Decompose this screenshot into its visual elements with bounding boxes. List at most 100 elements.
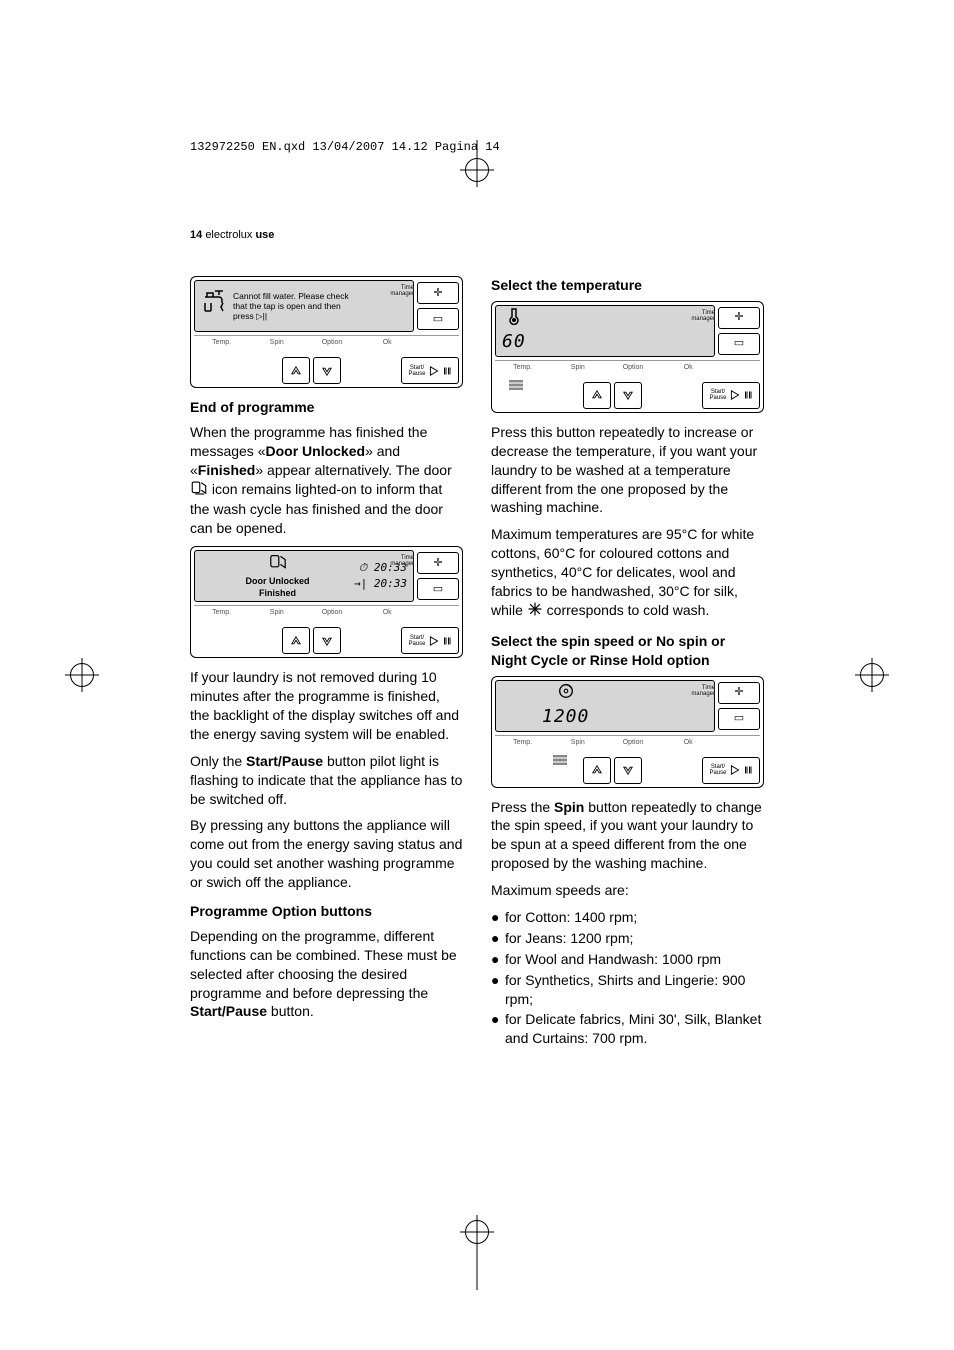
lcd-panel-spin: 1200 Time manager ✛ ▭ Temp. Spin Option [491, 676, 764, 788]
panel-label-row: Temp. Spin Option Ok [495, 360, 760, 382]
lcd-panel-temperature: 60 Time manager ✛ ▭ Temp. Spin Option [491, 301, 764, 413]
temp-label: Temp. [495, 361, 550, 382]
time-manager-minus-button[interactable]: ▭ [718, 333, 760, 355]
lcd-spin-value: 1200 [542, 705, 589, 729]
time-manager-minus-button[interactable]: ▭ [417, 308, 459, 330]
list-item: ●for Synthetics, Shirts and Lingerie: 90… [491, 971, 764, 1009]
pause-icon [442, 365, 452, 377]
temp-label: Temp. [194, 606, 249, 627]
time-manager-label: Time manager [376, 555, 414, 567]
time-manager-plus-button[interactable]: Time manager ✛ [417, 282, 459, 304]
page-content: 132972250 EN.qxd 13/04/2007 14.12 Pagina… [190, 140, 765, 1050]
crop-mark [477, 1245, 478, 1290]
minus-icon: ▭ [734, 711, 744, 726]
minus-icon: ▭ [433, 582, 443, 597]
up-button[interactable] [583, 757, 611, 784]
play-icon [428, 365, 440, 377]
play-icon [729, 389, 741, 401]
play-icon [729, 764, 741, 776]
plus-icon: ✛ [734, 685, 743, 700]
time-manager-plus-button[interactable]: Time manager ✛ [417, 552, 459, 574]
start-pause-button[interactable]: Start/ Pause [702, 757, 760, 784]
ok-label: Ok [661, 736, 716, 757]
option-label: Option [304, 336, 359, 357]
time-manager-plus-button[interactable]: Time manager ✛ [718, 307, 760, 329]
lcd-temperature-value: 60 [502, 330, 526, 354]
door-open-icon [190, 480, 208, 501]
panel-label-row: Temp. Spin Option Ok [194, 335, 459, 357]
spin-label: Spin [249, 606, 304, 627]
start-pause-label: Start/ Pause [408, 365, 425, 377]
bullet-dot: ● [491, 1010, 505, 1048]
registration-mark [465, 1220, 489, 1244]
start-pause-button[interactable]: Start/ Pause [401, 357, 459, 384]
down-button[interactable] [614, 382, 642, 409]
time-manager-minus-button[interactable]: ▭ [718, 708, 760, 730]
cold-wash-icon [527, 601, 543, 622]
option-label: Option [304, 606, 359, 627]
thermometer-icon [507, 307, 521, 325]
down-button[interactable] [313, 357, 341, 384]
up-button[interactable] [282, 357, 310, 384]
bullet-dot: ● [491, 971, 505, 1009]
lcd-text: Door Unlocked [201, 575, 354, 587]
section-name: use [255, 229, 274, 241]
heading-select-spin: Select the spin speed or No spin or Nigh… [491, 632, 764, 670]
spin-icon [557, 682, 575, 700]
body-text: Only the Start/Pause button pilot light … [190, 752, 463, 809]
print-job-header: 132972250 EN.qxd 13/04/2007 14.12 Pagina… [190, 140, 765, 154]
option-label: Option [605, 736, 660, 757]
start-pause-label: Start/ Pause [709, 389, 726, 401]
right-column: Select the temperature 60 Time manager ✛ [491, 276, 764, 1050]
start-pause-label: Start/ Pause [408, 635, 425, 647]
plus-icon: ✛ [433, 556, 442, 571]
body-text: Press the Spin button repeatedly to chan… [491, 798, 764, 874]
tap-icon [201, 287, 227, 326]
temp-label: Temp. [194, 336, 249, 357]
list-item: ●for Cotton: 1400 rpm; [491, 908, 764, 927]
start-pause-button[interactable]: Start/ Pause [401, 627, 459, 654]
option-label: Option [605, 361, 660, 382]
lcd-panel-finished: Door Unlocked Finished ⏱ 20:33 →| 20:33 … [190, 546, 463, 658]
pause-icon [442, 635, 452, 647]
spin-label: Spin [550, 361, 605, 382]
bullet-dot: ● [491, 950, 505, 969]
bullet-text: for Cotton: 1400 rpm; [505, 908, 764, 927]
registration-mark [860, 663, 884, 687]
lcd-message: Cannot fill water. Please check that the… [233, 291, 349, 322]
heading-end-of-programme: End of programme [190, 398, 463, 417]
start-pause-label: Start/ Pause [709, 764, 726, 776]
bullet-dot: ● [491, 929, 505, 948]
start-pause-button[interactable]: Start/ Pause [702, 382, 760, 409]
minus-icon: ▭ [734, 336, 744, 351]
time-manager-plus-button[interactable]: Time manager ✛ [718, 682, 760, 704]
bullet-text: for Delicate fabrics, Mini 30', Silk, Bl… [505, 1010, 764, 1048]
door-open-icon [268, 554, 288, 575]
body-text: Maximum speeds are: [491, 881, 764, 900]
temp-button-indicator [509, 380, 523, 390]
body-text: Depending on the programme, different fu… [190, 927, 463, 1021]
list-item: ●for Jeans: 1200 rpm; [491, 929, 764, 948]
time-manager-minus-button[interactable]: ▭ [417, 578, 459, 600]
left-column: Cannot fill water. Please check that the… [190, 276, 463, 1050]
body-text: If your laundry is not removed during 10… [190, 668, 463, 744]
play-icon [428, 635, 440, 647]
registration-mark [70, 663, 94, 687]
plus-icon: ✛ [433, 286, 442, 301]
spin-label: Spin [249, 336, 304, 357]
bullet-text: for Synthetics, Shirts and Lingerie: 900… [505, 971, 764, 1009]
bullet-dot: ● [491, 908, 505, 927]
down-button[interactable] [614, 757, 642, 784]
time-manager-label: Time manager [677, 310, 715, 322]
down-button[interactable] [313, 627, 341, 654]
pause-icon [743, 764, 753, 776]
bullet-list: ●for Cotton: 1400 rpm;●for Jeans: 1200 r… [491, 908, 764, 1048]
list-item: ●for Wool and Handwash: 1000 rpm [491, 950, 764, 969]
page-number: 14 [190, 229, 202, 241]
up-button[interactable] [583, 382, 611, 409]
bullet-text: for Wool and Handwash: 1000 rpm [505, 950, 764, 969]
plus-icon: ✛ [734, 310, 743, 325]
up-button[interactable] [282, 627, 310, 654]
body-text: Press this button repeatedly to increase… [491, 423, 764, 517]
ok-label: Ok [661, 361, 716, 382]
